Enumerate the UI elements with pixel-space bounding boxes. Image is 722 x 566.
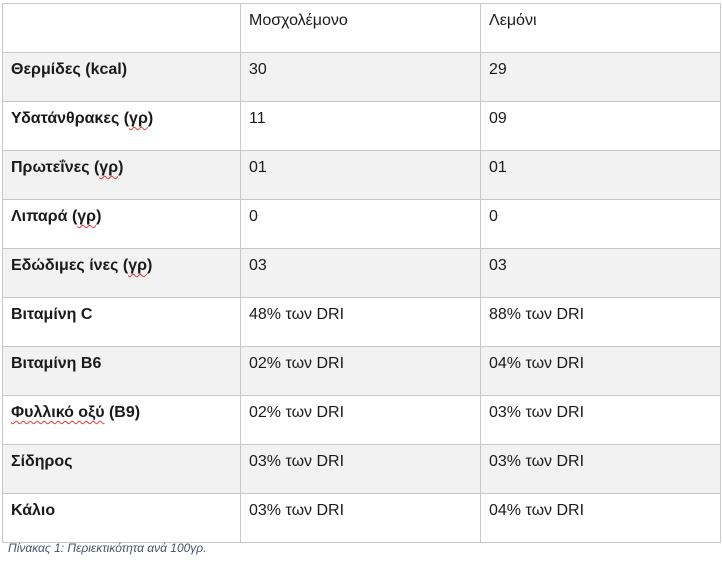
- cell-moscholemono: 03% των DRI: [240, 444, 481, 494]
- row-label-cell: Βιταμίνη C: [2, 297, 241, 347]
- cell-lemoni: 88% των DRI: [480, 297, 721, 347]
- table-row: Λιπαρά (γρ) 0 0: [2, 199, 721, 249]
- table-row: Πρωτεΐνες (γρ) 01 01: [2, 150, 721, 200]
- cell-lemoni: 29: [480, 52, 721, 102]
- cell-moscholemono: 03% των DRI: [240, 493, 481, 543]
- spellcheck-flagged-word: γρ: [129, 110, 148, 127]
- header-cell-moscholemono: Μοσχολέμονο: [240, 3, 481, 53]
- row-label-cell: Βιταμίνη Β6: [2, 346, 241, 396]
- table-caption: Πίνακας 1: Περιεκτικότητα ανά 100γρ.: [8, 541, 207, 555]
- table-row: Εδώδιμες ίνες (γρ) 03 03: [2, 248, 721, 298]
- row-label-cell: Λιπαρά (γρ): [2, 199, 241, 249]
- cell-moscholemono: 01: [240, 150, 481, 200]
- cell-lemoni: 03: [480, 248, 721, 298]
- row-label-cell: Υδατάνθρακες (γρ): [2, 101, 241, 151]
- cell-lemoni: 0: [480, 199, 721, 249]
- row-label-cell: Φυλλικό οξύ (Β9): [2, 395, 241, 445]
- row-label-tail: (Β9): [104, 404, 141, 421]
- row-label-tail: ): [147, 257, 153, 274]
- spellcheck-flagged-word: γρ: [77, 208, 97, 225]
- row-label-tail: ): [96, 208, 102, 225]
- row-label-tail: ): [118, 159, 124, 176]
- row-label-text: Υδατάνθρακες (: [11, 110, 130, 127]
- cell-moscholemono: 02% των DRI: [240, 395, 481, 445]
- cell-lemoni: 09: [480, 101, 721, 151]
- header-cell-empty: [2, 3, 241, 53]
- row-label-cell: Σίδηρος: [2, 444, 241, 494]
- row-label-text: Σίδηρος: [11, 453, 73, 470]
- header-cell-lemoni: Λεμόνι: [480, 3, 721, 53]
- cell-lemoni: 03% των DRI: [480, 444, 721, 494]
- table-row: Θερμίδες (kcal) 30 29: [2, 52, 721, 102]
- row-label-cell: Πρωτεΐνες (γρ): [2, 150, 241, 200]
- cell-moscholemono: 02% των DRI: [240, 346, 481, 396]
- cell-moscholemono: 48% των DRI: [240, 297, 481, 347]
- spellcheck-flagged-word: γρ: [99, 159, 119, 176]
- row-label-text: Βιταμίνη Β6: [11, 355, 102, 372]
- row-label-text: Εδώδιμες ίνες (: [11, 257, 129, 274]
- table-row: Βιταμίνη Β6 02% των DRI 04% των DRI: [2, 346, 721, 396]
- nutrition-table: Μοσχολέμονο Λεμόνι Θερμίδες (kcal) 30 29 Υδ…: [2, 3, 721, 543]
- table-body: Θερμίδες (kcal) 30 29 Υδατάνθρακες (γρ) 11 09…: [2, 52, 721, 543]
- table-row: Φυλλικό οξύ (Β9) 02% των DRI 03% των DRI: [2, 395, 721, 445]
- row-label-text: Λιπαρά (: [11, 208, 78, 225]
- row-label-text: Βιταμίνη C: [11, 306, 93, 323]
- row-label-cell: Εδώδιμες ίνες (γρ): [2, 248, 241, 298]
- row-label-text: Πρωτεΐνες (: [11, 159, 100, 176]
- cell-moscholemono: 0: [240, 199, 481, 249]
- cell-moscholemono: 11: [240, 101, 481, 151]
- table-header-row: Μοσχολέμονο Λεμόνι: [2, 3, 721, 53]
- cell-lemoni: 04% των DRI: [480, 346, 721, 396]
- cell-moscholemono: 03: [240, 248, 481, 298]
- table-row: Βιταμίνη C 48% των DRI 88% των DRI: [2, 297, 721, 347]
- row-label-cell: Κάλιο: [2, 493, 241, 543]
- row-label-cell: Θερμίδες (kcal): [2, 52, 241, 102]
- row-label-tail: ): [147, 110, 154, 127]
- cell-moscholemono: 30: [240, 52, 481, 102]
- table-row: Υδατάνθρακες (γρ) 11 09: [2, 101, 721, 151]
- cell-lemoni: 04% των DRI: [480, 493, 721, 543]
- table-row: Κάλιο 03% των DRI 04% των DRI: [2, 493, 721, 543]
- cell-lemoni: 03% των DRI: [480, 395, 721, 445]
- table-row: Σίδηρος 03% των DRI 03% των DRI: [2, 444, 721, 494]
- row-label-text: Θερμίδες (kcal): [11, 61, 128, 78]
- spellcheck-flagged-word: Φυλλικό οξύ: [11, 404, 105, 421]
- row-label-text: Κάλιο: [11, 502, 56, 519]
- cell-lemoni: 01: [480, 150, 721, 200]
- spellcheck-flagged-word: γρ: [128, 257, 148, 274]
